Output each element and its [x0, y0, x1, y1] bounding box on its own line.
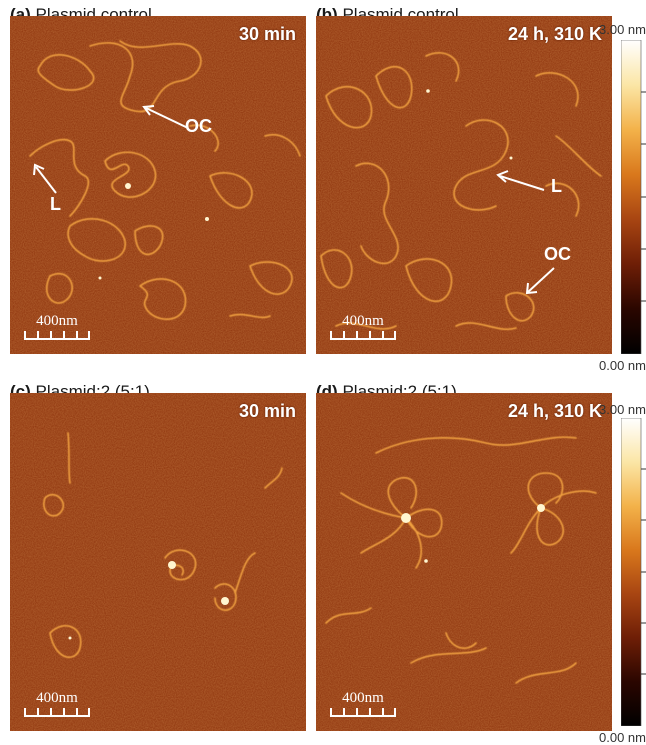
scalebar-label-a: 400nm [36, 313, 78, 329]
afm-image-b: 24 h, 310 K L OC 400nm [316, 16, 612, 354]
afm-background-a [10, 16, 306, 354]
afm-image-c: 30 min 400nm [10, 393, 306, 731]
colorbar-top-min-label: 0.00 nm [599, 358, 646, 373]
colorbar-bottom-min-label: 0.00 nm [599, 730, 646, 745]
annotation-oc-a: OC [185, 116, 212, 136]
scalebar-line-c [24, 706, 90, 717]
time-label-c: 30 min [238, 401, 296, 421]
annotation-l-b: L [551, 176, 562, 196]
scalebar-line-b [330, 329, 396, 340]
annotation-oc-b: OC [544, 244, 571, 264]
scalebar-d: 400nm [330, 691, 396, 717]
colorbar-top-max-label: 3.00 nm [599, 22, 646, 37]
scalebar-label-b: 400nm [342, 313, 384, 329]
time-label-b: 24 h, 310 K [507, 24, 602, 44]
time-label-d: 24 h, 310 K [507, 401, 602, 421]
scalebar-line-d [330, 706, 396, 717]
scalebar-line-a [24, 329, 90, 340]
scalebar-c: 400nm [24, 691, 90, 717]
afm-image-a: 30 min OC L 400nm [10, 16, 306, 354]
scalebar-label-c: 400nm [36, 690, 78, 706]
scalebar-label-d: 400nm [342, 690, 384, 706]
colorbar-top [620, 39, 646, 355]
colorbar-bottom-max-label: 3.00 nm [599, 402, 646, 417]
colorbar-bottom-gradient [620, 417, 646, 727]
time-label-a: 30 min [238, 24, 296, 44]
colorbar-top-gradient [620, 39, 646, 355]
afm-image-d: 24 h, 310 K 400nm [316, 393, 612, 731]
scalebar-b: 400nm [330, 314, 396, 340]
annotation-l-a: L [50, 194, 61, 214]
scalebar-a: 400nm [24, 314, 90, 340]
arrow-l-a [33, 163, 57, 194]
afm-background-c [10, 393, 306, 731]
arrow-oc-a [142, 105, 189, 129]
afm-background-d [316, 393, 612, 731]
arrow-l-b [496, 170, 545, 191]
afm-background-b [316, 16, 612, 354]
arrow-oc-b [525, 267, 555, 295]
colorbar-bottom [620, 417, 646, 727]
